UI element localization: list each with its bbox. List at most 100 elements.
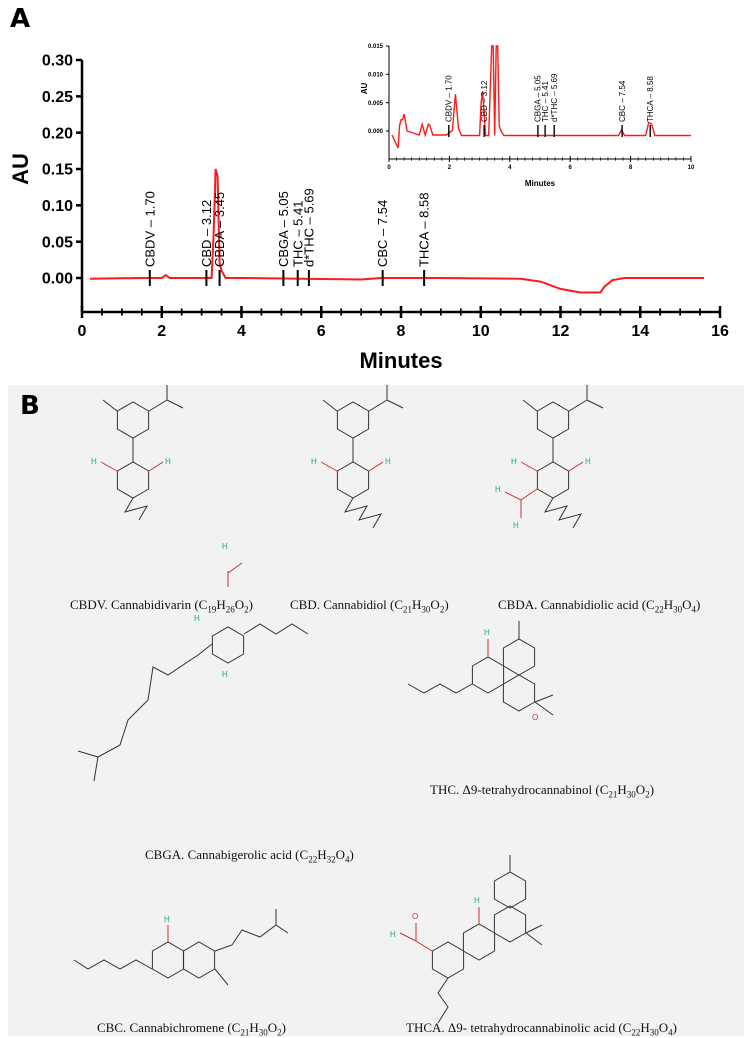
chain-bond (568, 385, 588, 412)
atom-label: H (91, 457, 97, 466)
compound-name: THCA. Δ9- tetrahydrocannabinolic acid ( (406, 1020, 623, 1035)
peak-label: THC – 5.41 (541, 81, 550, 122)
chain-bond (534, 701, 554, 716)
chain-bond (534, 694, 554, 703)
atom-label: H (484, 628, 490, 637)
compound-name: CBDA. Cannabidiolic acid ( (498, 597, 647, 612)
x-tick-label: 6 (569, 165, 573, 171)
atom-label: H (511, 457, 517, 466)
chain-bond (586, 399, 604, 409)
formula-count: 22 (631, 1027, 641, 1038)
main-chromatogram: 0 2 4 6 8 10 12 14 16 0.00 0.05 0.10 0.15 0.20 0.25 0.3… (8, 53, 729, 373)
atom-label: H (222, 542, 228, 551)
peak-label: CBGA – 5.05 (534, 75, 543, 122)
caption-thc: THC. Δ9-tetrahydrocannabinol (C21H30O2) (430, 782, 655, 800)
x-tick-label: 0 (78, 323, 87, 340)
peak-label: CBDV – 1.70 (445, 75, 454, 122)
compound-name: THC. Δ9-tetrahydrocannabinol ( (430, 782, 600, 797)
caption-cbda: CBDA. Cannabidiolic acid (C22H30O4) (498, 597, 701, 615)
chain-bond (100, 461, 118, 472)
chain-bond (525, 924, 543, 934)
formula-element: H (249, 1020, 259, 1035)
formula-element: C (198, 597, 208, 612)
x-tick-label: 4 (508, 165, 512, 171)
peak-label: CBD – 3.12 (199, 200, 214, 267)
ring-bond (536, 401, 570, 439)
chain-bond (368, 461, 384, 472)
ring-bond (493, 871, 527, 909)
y-tick-label: 0.25 (42, 89, 73, 106)
atom-label: O (532, 713, 538, 722)
chain-bond (386, 399, 404, 409)
formula-count: 4 (668, 1027, 673, 1038)
peak-label: THCA – 8.58 (646, 76, 655, 122)
ring-bond (493, 905, 527, 943)
peak-label: CBDA – 3.45 (212, 192, 227, 267)
chain-bond (543, 497, 583, 529)
ring-bond (431, 941, 465, 979)
formula-element: C (622, 1020, 632, 1035)
atom-label: H (513, 521, 519, 530)
formula-element: O (682, 597, 692, 612)
formula-count: 2 (645, 789, 650, 800)
formula-count: 32 (326, 854, 336, 865)
formula-element: O (635, 782, 646, 797)
y-tick-label: 0.000 (368, 129, 384, 135)
ring-bond (462, 923, 496, 961)
x-tick-label: 0 (387, 165, 391, 171)
chain-bond (407, 683, 473, 694)
atom-label: H (495, 485, 501, 494)
chain-bond (73, 959, 153, 970)
y-tick-label: 0.20 (42, 125, 73, 142)
formula-element: O (335, 847, 345, 862)
ring-bond (536, 461, 570, 499)
peak-label: CBC – 7.54 (375, 200, 390, 267)
formula-element: H (663, 597, 674, 612)
formula-element: H (216, 597, 226, 612)
chain-bond (148, 461, 164, 472)
peak-label: d*THC – 5.69 (301, 188, 316, 267)
caption-cbga: CBGA. Cannabigerolic acid (C22H32O4) (145, 847, 354, 865)
chain-bond (214, 924, 289, 952)
peak-label: CBGA – 5.05 (276, 191, 291, 267)
peak-label: d*THC – 5.69 (550, 73, 559, 122)
caption-cbc: CBC. Cannabichromene (C21H30O2) (97, 1020, 286, 1038)
x-tick-label: 6 (317, 323, 326, 340)
chain-bond (214, 968, 229, 986)
x-tick-label: 10 (688, 165, 695, 171)
atom-label: H (311, 457, 317, 466)
y-tick-label: 0.05 (42, 234, 73, 251)
formula-element: H (640, 1020, 650, 1035)
ring-bond (502, 674, 536, 712)
chain-bond (322, 399, 338, 412)
formula-count: 26 (225, 604, 235, 615)
chain-bond (568, 461, 584, 472)
caption-cbdv: CBDV. Cannabidivarin (C19H26O2) (70, 597, 253, 615)
formula-element: H (617, 782, 627, 797)
formula-count: 22 (654, 604, 664, 615)
peak-label: THCA – 8.58 (417, 193, 432, 267)
x-tick-label: 14 (631, 323, 649, 340)
atom-label: H (165, 457, 171, 466)
chromatogram-trace (89, 168, 704, 294)
formula-count: 2 (439, 604, 445, 615)
chain-bond (102, 399, 118, 412)
formula-count: 22 (308, 854, 318, 865)
formula-count: 2 (244, 604, 249, 615)
atom-label: H (164, 915, 170, 924)
formula-count: 19 (207, 604, 217, 615)
caption-cbd: CBD. Cannabidiol (C21H30O2) (290, 597, 449, 615)
formula-element: C (299, 847, 309, 862)
x-tick-label: 10 (472, 323, 490, 340)
formula-element: O (658, 1020, 669, 1035)
caption-thca: THCA. Δ9- tetrahydrocannabinolic acid (C… (406, 1020, 677, 1038)
atom-label: O (412, 912, 418, 921)
peak-label: CBC – 7.54 (618, 80, 627, 122)
formula-count: 30 (258, 1027, 268, 1038)
chain-bond (437, 977, 449, 1024)
chain-bond (368, 385, 388, 412)
chain-bond (525, 932, 543, 946)
formula-element: C (646, 597, 655, 612)
